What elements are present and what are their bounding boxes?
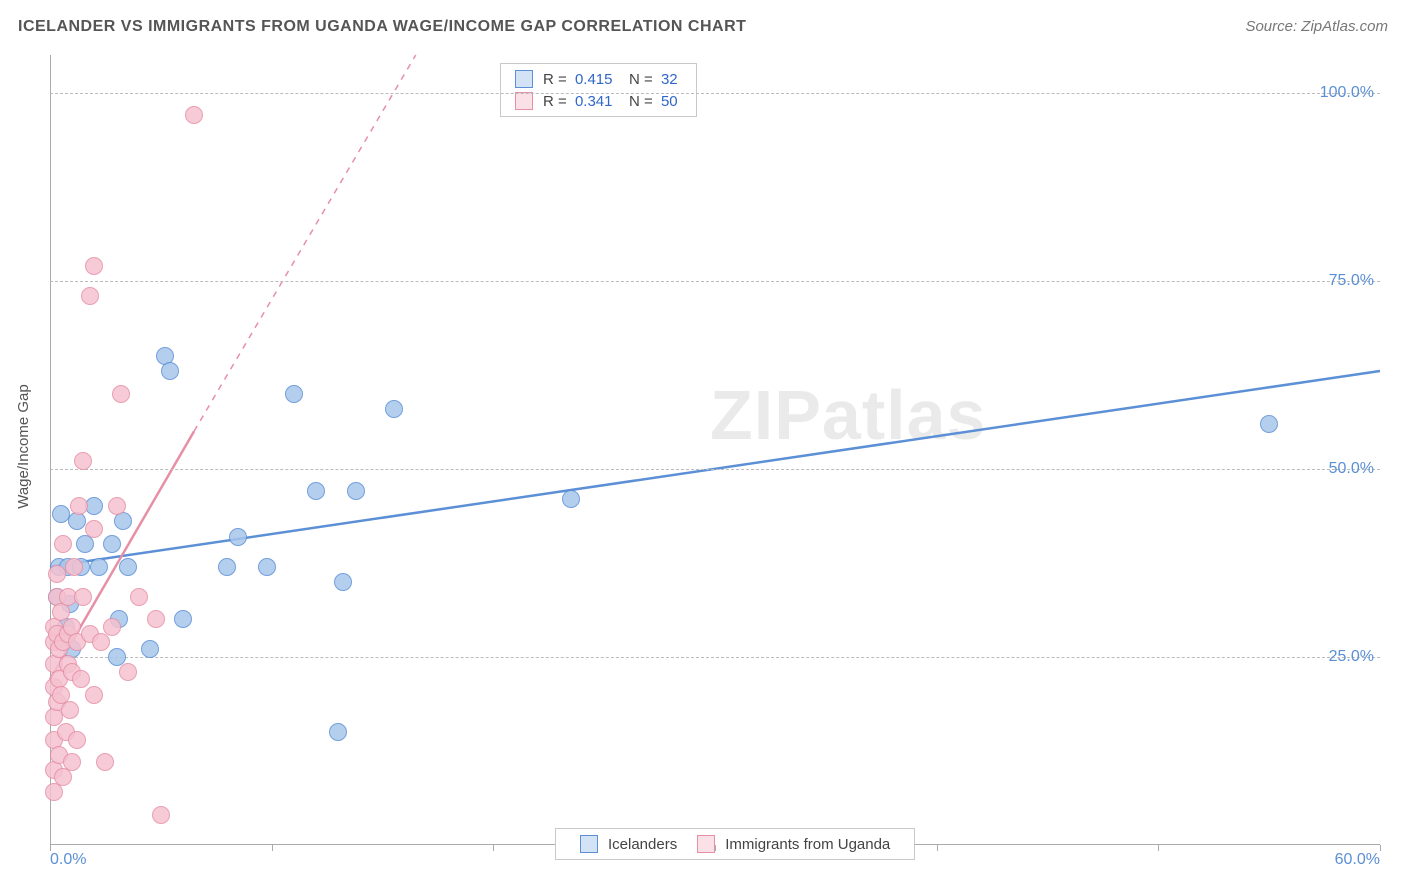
trend-line: [194, 55, 416, 431]
scatter-point: [54, 535, 72, 553]
x-tick: [937, 845, 938, 851]
scatter-point: [185, 106, 203, 124]
x-tick: [1380, 845, 1381, 851]
scatter-point: [81, 287, 99, 305]
scatter-point: [130, 588, 148, 606]
x-tick: [715, 845, 716, 851]
scatter-point: [119, 558, 137, 576]
scatter-point: [63, 753, 81, 771]
scatter-point: [85, 257, 103, 275]
scatter-point: [68, 731, 86, 749]
scatter-point: [174, 610, 192, 628]
y-tick-label: 100.0%: [1320, 84, 1374, 102]
scatter-point: [229, 528, 247, 546]
scatter-point: [1260, 415, 1278, 433]
scatter-point: [334, 573, 352, 591]
scatter-point: [347, 482, 365, 500]
scatter-point: [48, 565, 66, 583]
scatter-point: [119, 663, 137, 681]
scatter-point: [152, 806, 170, 824]
x-tick: [493, 845, 494, 851]
scatter-point: [258, 558, 276, 576]
scatter-point: [161, 362, 179, 380]
scatter-point: [85, 497, 103, 515]
scatter-point: [307, 482, 325, 500]
y-tick-label: 25.0%: [1329, 648, 1374, 666]
scatter-point: [92, 633, 110, 651]
scatter-point: [70, 497, 88, 515]
scatter-point: [562, 490, 580, 508]
scatter-point: [61, 701, 79, 719]
scatter-point: [141, 640, 159, 658]
y-axis-label: Wage/Income Gap: [15, 384, 32, 509]
scatter-point: [65, 558, 83, 576]
scatter-point: [90, 558, 108, 576]
x-tick-label: 0.0%: [50, 851, 86, 869]
legend-swatch: [697, 835, 715, 853]
gridline-h: [50, 657, 1380, 658]
scatter-point: [112, 385, 130, 403]
legend-item: Icelanders: [580, 835, 677, 853]
scatter-point: [85, 520, 103, 538]
scatter-point: [329, 723, 347, 741]
scatter-point: [96, 753, 114, 771]
gridline-h: [50, 93, 1380, 94]
scatter-point: [285, 385, 303, 403]
x-tick: [272, 845, 273, 851]
legend-item: Immigrants from Uganda: [697, 835, 890, 853]
legend-swatch: [580, 835, 598, 853]
chart-title: ICELANDER VS IMMIGRANTS FROM UGANDA WAGE…: [18, 18, 746, 36]
chart-source: Source: ZipAtlas.com: [1245, 18, 1388, 35]
scatter-point: [147, 610, 165, 628]
scatter-point: [218, 558, 236, 576]
legend-label: Immigrants from Uganda: [725, 836, 890, 853]
x-tick: [1158, 845, 1159, 851]
scatter-point: [108, 497, 126, 515]
trend-lines-layer: [50, 55, 1380, 845]
scatter-point: [103, 618, 121, 636]
plot-area: ZIPatlas R = 0.415 N = 32R = 0.341 N = 5…: [50, 55, 1380, 845]
scatter-point: [103, 535, 121, 553]
y-tick-label: 75.0%: [1329, 272, 1374, 290]
scatter-point: [74, 588, 92, 606]
scatter-point: [74, 452, 92, 470]
y-axis-label-wrap: Wage/Income Gap: [8, 0, 38, 892]
gridline-h: [50, 281, 1380, 282]
gridline-h: [50, 469, 1380, 470]
legend-label: Icelanders: [608, 836, 677, 853]
scatter-point: [72, 670, 90, 688]
y-tick-label: 50.0%: [1329, 460, 1374, 478]
chart-header: ICELANDER VS IMMIGRANTS FROM UGANDA WAGE…: [18, 18, 1388, 36]
x-tick-label: 60.0%: [1335, 851, 1380, 869]
series-legend: Icelanders Immigrants from Uganda: [555, 828, 915, 860]
scatter-point: [385, 400, 403, 418]
scatter-point: [85, 686, 103, 704]
